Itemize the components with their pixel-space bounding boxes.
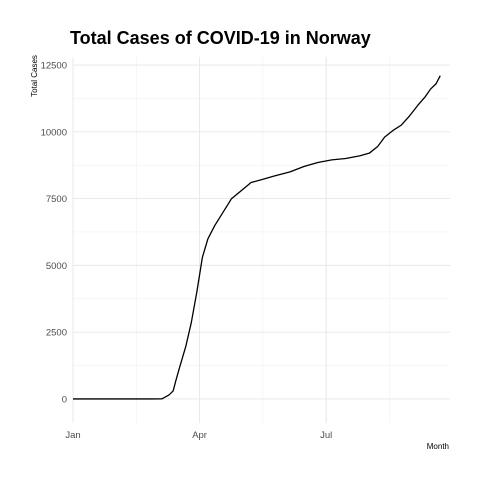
y-axis-label: Total Cases	[30, 55, 39, 97]
y-tick-labels: 0 2500 5000 7500 10000 12500	[41, 61, 67, 406]
y-tick-label: 5000	[46, 261, 67, 272]
y-tick-label: 10000	[41, 127, 67, 138]
y-tick-label: 2500	[46, 328, 67, 339]
y-tick-label: 12500	[41, 61, 67, 72]
y-tick-label: 7500	[46, 194, 67, 205]
x-tick-labels: Jan Apr Jul	[65, 430, 332, 441]
x-tick-label: Jan	[65, 430, 80, 441]
x-tick-label: Jul	[320, 430, 332, 441]
major-gridlines	[72, 57, 450, 423]
y-tick-label: 0	[62, 394, 67, 405]
chart-title: Total Cases of COVID-19 in Norway	[70, 28, 371, 48]
x-tick-label: Apr	[192, 430, 207, 441]
x-axis-label: Month	[427, 442, 449, 451]
minor-gridlines	[73, 57, 450, 423]
total-cases-line	[73, 75, 441, 400]
